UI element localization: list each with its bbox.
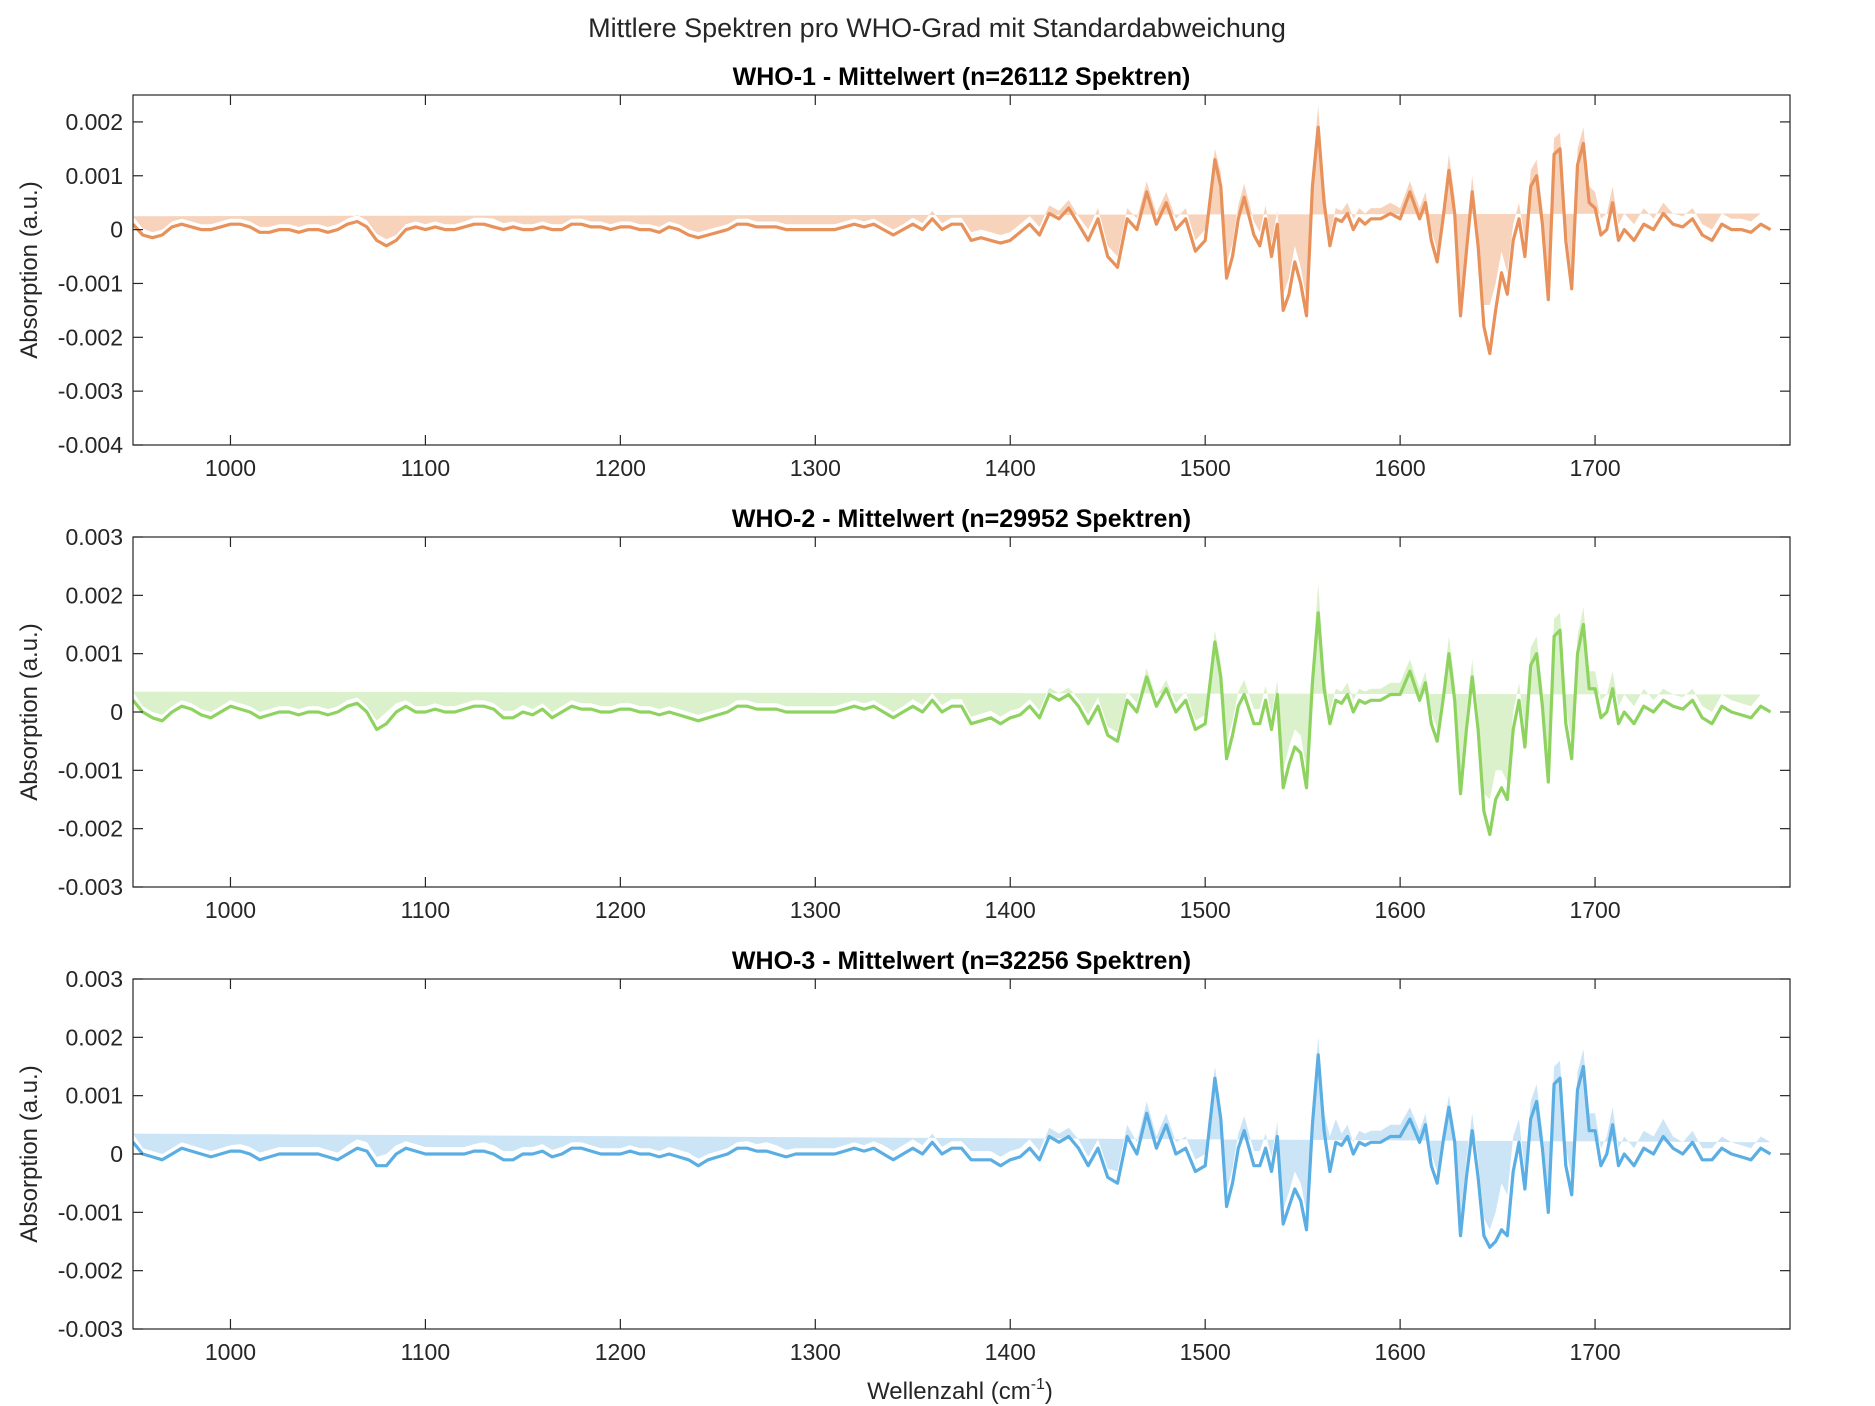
y-tick-label: 0.001 <box>65 1083 123 1109</box>
y-tick-label: 0 <box>110 1141 123 1167</box>
x-tick-label: 1500 <box>1180 455 1231 481</box>
y-tick-label: -0.002 <box>58 324 123 350</box>
plot-area <box>133 583 1772 837</box>
x-tick-label: 1700 <box>1569 897 1620 923</box>
x-tick-label: 1100 <box>401 1339 450 1365</box>
y-tick-label: -0.002 <box>58 1258 123 1284</box>
y-tick-label: 0 <box>110 217 123 243</box>
x-tick-label: 1200 <box>595 455 646 481</box>
x-tick-label: 1600 <box>1375 455 1426 481</box>
std-band <box>133 1037 1771 1230</box>
y-tick-label: -0.004 <box>58 432 123 458</box>
x-tick-label: 1600 <box>1375 1339 1426 1365</box>
panels: WHO-1 - Mittelwert (n=26112 Spektren) 100… <box>16 63 1791 1365</box>
plot-area <box>133 1037 1772 1249</box>
mean-line <box>133 1053 1772 1249</box>
x-tick-label: 1000 <box>205 1339 256 1365</box>
x-tick-label: 1000 <box>205 455 256 481</box>
std-band <box>133 583 1761 800</box>
y-tick-label: -0.001 <box>58 270 123 296</box>
y-tick-label: 0.003 <box>65 524 123 550</box>
y-tick-label: 0.002 <box>65 582 123 608</box>
x-tick-label: 1700 <box>1569 1339 1620 1365</box>
x-tick-label: 1300 <box>790 897 841 923</box>
y-tick-label: 0.002 <box>65 1024 123 1050</box>
y-tick-label: -0.003 <box>58 378 123 404</box>
x-axis-label: Wellenzahl (cm-1) <box>867 1376 1053 1405</box>
x-tick-label: 1400 <box>985 897 1036 923</box>
y-axis-label: Absorption (a.u.) <box>16 1065 43 1242</box>
chart-panel-2: WHO-2 - Mittelwert (n=29952 Spektren) 100… <box>16 505 1791 923</box>
x-tick-label: 1400 <box>985 1339 1036 1365</box>
panel-title: WHO-2 - Mittelwert (n=29952 Spektren) <box>732 505 1191 533</box>
plot-area <box>133 105 1772 356</box>
x-tick-label: 1600 <box>1375 897 1426 923</box>
y-tick-label: -0.001 <box>58 757 123 783</box>
x-tick-label: 1500 <box>1180 897 1231 923</box>
x-tick-label: 1700 <box>1569 455 1620 481</box>
y-tick-label: -0.002 <box>58 816 123 842</box>
y-axis-label: Absorption (a.u.) <box>16 181 43 358</box>
y-tick-label: 0.001 <box>65 641 123 667</box>
y-tick-label: 0.002 <box>65 109 123 135</box>
x-tick-label: 1100 <box>401 897 450 923</box>
mean-line <box>133 125 1772 356</box>
chart-panel-1: WHO-1 - Mittelwert (n=26112 Spektren) 100… <box>16 63 1791 481</box>
y-tick-label: 0.001 <box>65 163 123 189</box>
x-tick-label: 1300 <box>790 455 841 481</box>
y-tick-label: 0.003 <box>65 966 123 992</box>
y-tick-label: 0 <box>110 699 123 725</box>
x-tick-label: 1300 <box>790 1339 841 1365</box>
y-tick-label: -0.003 <box>58 1316 123 1342</box>
x-tick-label: 1200 <box>595 1339 646 1365</box>
x-tick-label: 1200 <box>595 897 646 923</box>
y-tick-label: -0.001 <box>58 1199 123 1225</box>
panel-title: WHO-1 - Mittelwert (n=26112 Spektren) <box>733 63 1191 91</box>
y-axis-label: Absorption (a.u.) <box>16 623 43 800</box>
chart-panel-3: WHO-3 - Mittelwert (n=32256 Spektren) 100… <box>16 947 1791 1365</box>
x-tick-label: 1500 <box>1180 1339 1231 1365</box>
mean-line <box>133 611 1772 837</box>
figure-title: Mittlere Spektren pro WHO-Grad mit Stand… <box>588 13 1286 43</box>
x-tick-label: 1100 <box>401 455 450 481</box>
axes-box <box>132 94 1791 446</box>
x-tick-label: 1000 <box>205 897 256 923</box>
y-tick-label: -0.003 <box>58 874 123 900</box>
std-band <box>133 105 1761 305</box>
panel-title: WHO-3 - Mittelwert (n=32256 Spektren) <box>732 947 1191 975</box>
x-tick-label: 1400 <box>985 455 1036 481</box>
